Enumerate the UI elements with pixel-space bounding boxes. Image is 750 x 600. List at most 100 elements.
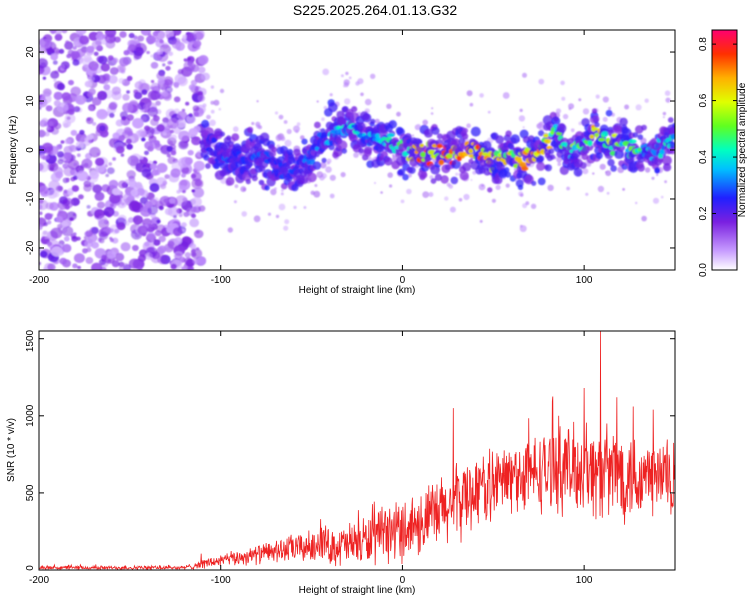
- heatmap-cell: [39, 261, 42, 266]
- heatmap-cell: [168, 32, 174, 37]
- heatmap-cell: [83, 184, 92, 192]
- y-tick-label: -10: [25, 191, 36, 206]
- heatmap-cell: [44, 131, 50, 137]
- heatmap-cell: [641, 215, 647, 222]
- heatmap-cell: [556, 156, 563, 163]
- heatmap-cell: [150, 163, 157, 170]
- heatmap-cell: [53, 78, 57, 82]
- heatmap-cell: [386, 133, 395, 138]
- heatmap-cell: [197, 66, 206, 74]
- heatmap-cell: [296, 122, 301, 126]
- heatmap-cell: [109, 238, 114, 243]
- heatmap-cell: [194, 179, 203, 187]
- heatmap-cell: [73, 162, 78, 167]
- heatmap-cell: [278, 114, 284, 120]
- heatmap-cell: [166, 145, 173, 152]
- heatmap-cell: [469, 102, 474, 107]
- heatmap-cell: [153, 239, 161, 246]
- heatmap-cell: [189, 243, 197, 250]
- heatmap-cell: [187, 265, 194, 270]
- colorbar: 0.0 0.2 0.4 0.6 0.8 Normalized spectral ampl…: [698, 29, 748, 277]
- heatmap-cell: [123, 50, 130, 56]
- heatmap-cell: [329, 93, 333, 97]
- heatmap-cell: [103, 84, 111, 91]
- heatmap-cell: [169, 61, 173, 65]
- heatmap-cell: [132, 244, 139, 252]
- heatmap-cell: [118, 77, 125, 84]
- x-tick-label: 0: [400, 575, 406, 586]
- heatmap-cell: [126, 114, 134, 121]
- heatmap-cell: [149, 139, 160, 149]
- spectrogram-heatmap: [39, 30, 675, 270]
- heatmap-cell: [55, 216, 63, 223]
- heatmap-cell: [570, 128, 575, 133]
- heatmap-cell: [175, 195, 188, 207]
- heatmap-cell: [543, 133, 549, 138]
- heatmap-cell: [39, 58, 48, 69]
- heatmap-cell: [644, 167, 651, 173]
- heatmap-cell: [61, 243, 72, 253]
- heatmap-cell: [411, 134, 415, 137]
- heatmap-cell: [482, 140, 492, 150]
- heatmap-cell: [91, 40, 102, 50]
- heatmap-cell: [274, 111, 279, 115]
- colorbar-tick-label: 0.0: [698, 263, 709, 277]
- y-tick-label: -20: [25, 240, 36, 255]
- heatmap-cell: [170, 263, 177, 270]
- snr-x-label: Height of straight line (km): [299, 585, 416, 596]
- heatmap-cell: [656, 173, 659, 176]
- heatmap-cell: [99, 231, 109, 240]
- heatmap-cell: [258, 179, 265, 186]
- heatmap-cell: [99, 74, 110, 85]
- heatmap-cell: [91, 241, 99, 249]
- heatmap-cell: [159, 39, 164, 44]
- heatmap-cell: [635, 201, 638, 205]
- heatmap-cell: [109, 67, 119, 75]
- heatmap-cell: [267, 212, 272, 216]
- heatmap-cell: [582, 108, 590, 115]
- heatmap-cell: [60, 140, 65, 144]
- heatmap-cell: [218, 107, 222, 111]
- heatmap-cell: [150, 197, 160, 205]
- heatmap-cell: [396, 111, 401, 117]
- heatmap-cell: [343, 79, 350, 86]
- heatmap-cell: [389, 184, 393, 188]
- heatmap-cell: [154, 30, 161, 34]
- heatmap-cell: [522, 203, 528, 209]
- heatmap-cell: [164, 208, 173, 216]
- heatmap-cell: [325, 166, 332, 173]
- heatmap-cell: [283, 225, 289, 231]
- heatmap-cell: [122, 102, 134, 113]
- heatmap-cell: [115, 119, 124, 127]
- heatmap-cell: [470, 179, 473, 181]
- heatmap-cell: [149, 182, 160, 193]
- heatmap-cell: [88, 105, 94, 111]
- heatmap-cell: [39, 211, 43, 216]
- heatmap-cell: [397, 168, 406, 176]
- heatmap-cell: [144, 125, 151, 132]
- heatmap-cell: [193, 111, 200, 117]
- heatmap-cell: [329, 193, 335, 199]
- heatmap-cell: [111, 86, 121, 95]
- heatmap-cell: [519, 108, 523, 112]
- heatmap-cell: [210, 100, 215, 105]
- heatmap-cell: [158, 205, 164, 211]
- heatmap-cell: [45, 105, 53, 112]
- heatmap-cell: [186, 114, 196, 124]
- heatmap-cell: [544, 164, 553, 172]
- heatmap-cell: [635, 104, 642, 111]
- heatmap-cell: [87, 91, 94, 98]
- heatmap-cell: [188, 128, 198, 137]
- heatmap-cell: [118, 180, 127, 189]
- heatmap-cell: [70, 50, 81, 60]
- colorbar-tick-label: 0.8: [698, 37, 709, 51]
- heatmap-cell: [652, 197, 660, 204]
- heatmap-cell: [72, 232, 77, 236]
- heatmap-cell: [100, 129, 109, 138]
- heatmap-cell: [341, 148, 347, 154]
- heatmap-cell: [448, 184, 454, 189]
- heatmap-cell: [72, 46, 77, 50]
- heatmap-cell: [608, 106, 612, 110]
- heatmap-cell: [664, 180, 667, 184]
